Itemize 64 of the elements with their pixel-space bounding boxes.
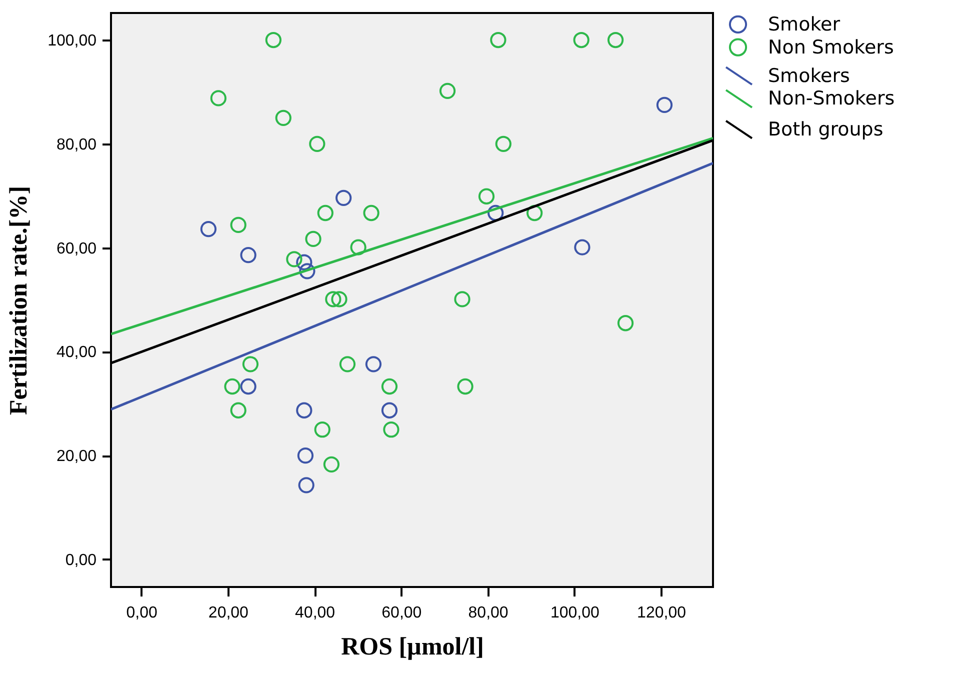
point [381, 402, 398, 418]
x-tick-label: 20,00 [208, 604, 249, 622]
legend-label: Non Smokers [768, 36, 894, 58]
point [200, 221, 217, 238]
y-tick-label: 0,00 [65, 552, 97, 569]
point [490, 32, 506, 48]
point [607, 32, 624, 48]
point [363, 204, 380, 222]
point [617, 315, 634, 332]
point [574, 239, 590, 256]
point [240, 247, 256, 264]
x-tick-label: 60,00 [382, 604, 422, 622]
y-tick-label: 20,00 [56, 448, 97, 466]
x-tick-label: 120,00 [637, 604, 686, 622]
legend-label: Both groups [768, 118, 884, 141]
point [314, 422, 330, 438]
point [265, 32, 282, 48]
x-tick-label: 40,00 [295, 604, 336, 622]
point [286, 251, 302, 268]
point [336, 190, 352, 206]
point [317, 204, 334, 222]
point [296, 402, 312, 418]
y-tick-label: 40,00 [56, 344, 97, 362]
legend-label: Non-Smokers [768, 88, 895, 110]
point [296, 254, 312, 270]
x-tick-label: 0,00 [126, 604, 158, 622]
x-tick-label: 80,00 [468, 604, 508, 622]
y-tick-label: 60,00 [56, 240, 97, 258]
point [224, 378, 240, 395]
point [230, 216, 246, 233]
point [230, 402, 246, 418]
point [439, 82, 456, 99]
point [454, 291, 470, 308]
point [275, 110, 292, 126]
y-tick-label: 80,00 [56, 136, 97, 154]
point [309, 136, 326, 152]
legend-label: Smokers [768, 64, 850, 87]
point [381, 378, 398, 395]
point [298, 477, 314, 494]
point [573, 32, 590, 48]
point [488, 204, 504, 222]
point [656, 96, 673, 113]
point [240, 378, 256, 395]
legend-label: Smoker [768, 13, 840, 36]
point [457, 378, 474, 395]
point [526, 204, 543, 222]
point [297, 448, 314, 464]
point [495, 136, 512, 152]
point [339, 356, 356, 372]
y-axis-title: Fertilization rate.[%] [6, 186, 33, 416]
point [242, 356, 259, 372]
point [350, 239, 366, 256]
point [478, 188, 495, 204]
x-tick-label: 100,00 [550, 604, 600, 622]
point [331, 291, 348, 308]
point [325, 291, 342, 308]
point [323, 456, 340, 472]
point [365, 356, 382, 372]
y-tick-label: 100,00 [48, 32, 97, 50]
point [383, 422, 400, 438]
x-axis-title: ROS [µmol/l] [341, 634, 484, 660]
point [210, 90, 226, 106]
point [299, 263, 316, 280]
point [305, 230, 322, 248]
